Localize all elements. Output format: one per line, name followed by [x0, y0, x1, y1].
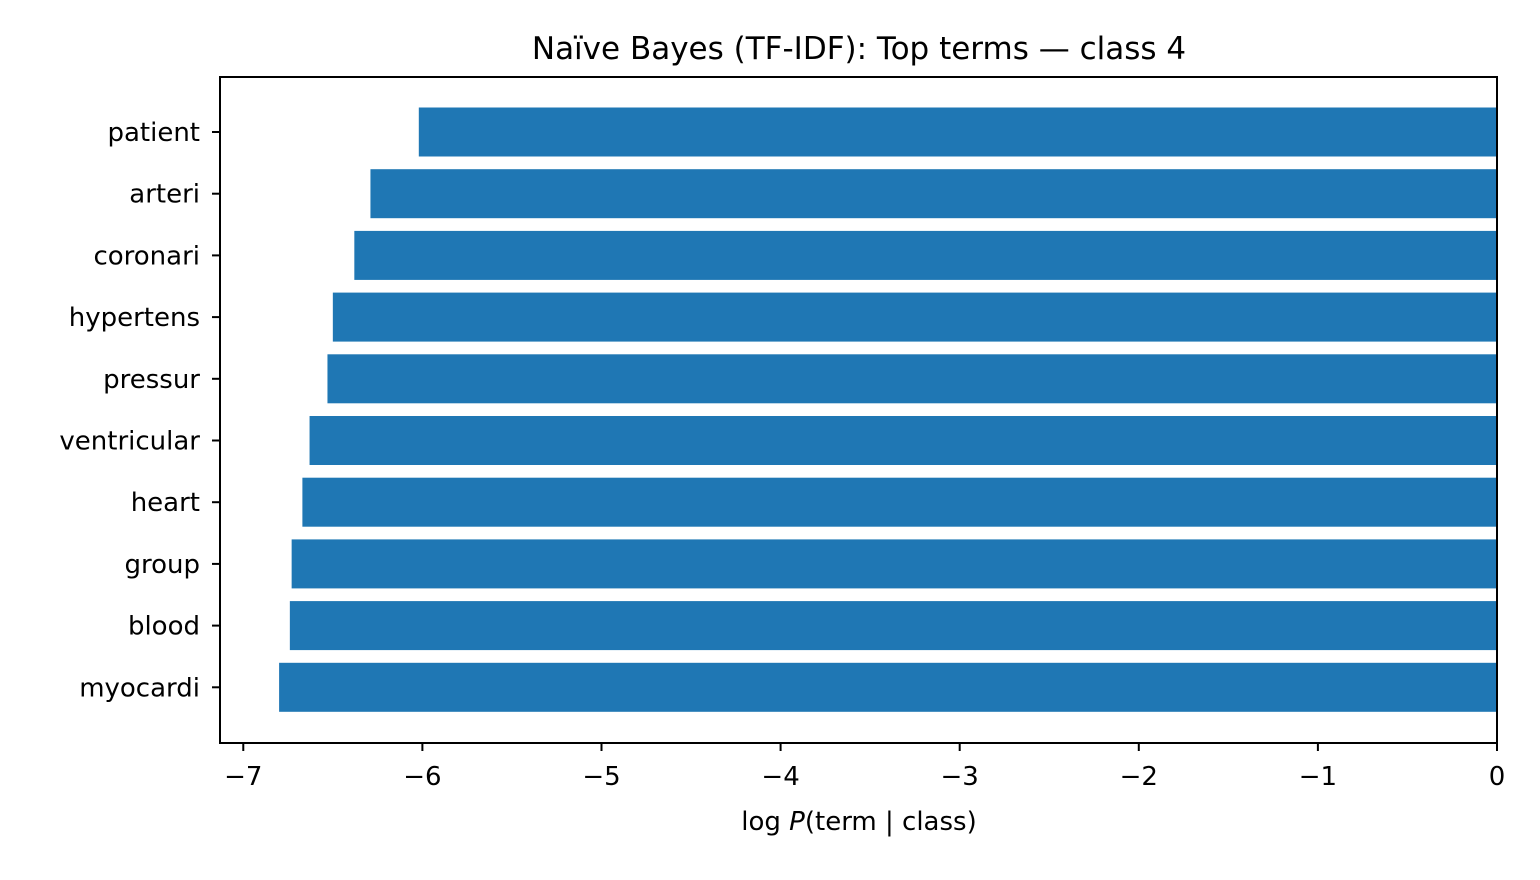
- y-tick-label: myocardi: [79, 673, 200, 703]
- x-tick-label: −6: [403, 762, 441, 792]
- bar-pressur: [327, 354, 1497, 404]
- y-tick-label: heart: [131, 488, 200, 518]
- x-tick-label: −7: [224, 762, 262, 792]
- y-tick-label: group: [124, 550, 200, 580]
- x-tick-label: −1: [1299, 762, 1337, 792]
- x-tick-label: −2: [1120, 762, 1158, 792]
- y-tick-label: coronari: [93, 241, 200, 271]
- y-tick-label: ventricular: [59, 427, 200, 457]
- bar-group: [291, 539, 1497, 589]
- x-tick-label: −3: [941, 762, 979, 792]
- x-axis-label: log P(term | class): [741, 807, 976, 837]
- bar-hypertens: [332, 292, 1498, 342]
- y-tick-label: patient: [107, 118, 200, 148]
- bar-coronari: [354, 230, 1497, 280]
- bar-patient: [418, 107, 1497, 157]
- x-axis: −7 −6 −5 −4 −3 −2 −1 0: [224, 743, 1505, 792]
- x-tick-label: −4: [761, 762, 799, 792]
- bar-ventricular: [309, 416, 1498, 465]
- y-tick-label: hypertens: [69, 303, 200, 333]
- bars-group: [279, 107, 1498, 712]
- bar-blood: [289, 601, 1498, 651]
- y-tick-label: arteri: [129, 180, 200, 210]
- x-tick-label: 0: [1489, 762, 1506, 792]
- x-tick-label: −5: [582, 762, 620, 792]
- chart-title: Naïve Bayes (TF-IDF): Top terms — class …: [532, 31, 1186, 67]
- y-tick-label: blood: [128, 612, 200, 642]
- y-axis: patient arteri coronari hypertens pressur ven…: [59, 118, 220, 703]
- bar-arteri: [370, 169, 1497, 219]
- plot-frame: [219, 76, 1498, 744]
- bar-heart: [302, 477, 1497, 527]
- y-tick-label: pressur: [103, 365, 200, 395]
- bar-myocardi: [279, 662, 1498, 712]
